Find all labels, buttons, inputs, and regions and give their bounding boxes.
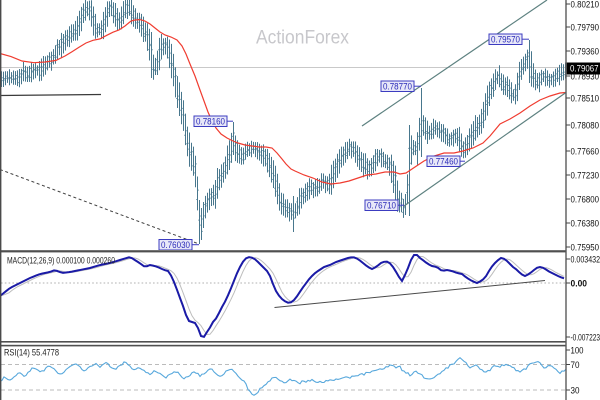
svg-text:0.78510: 0.78510 (571, 93, 600, 104)
svg-text:ActionForex: ActionForex (256, 27, 349, 49)
svg-text:0.80210: 0.80210 (571, 0, 600, 10)
svg-text:RSI(14) 55.4778: RSI(14) 55.4778 (4, 348, 59, 358)
svg-text:0.79790: 0.79790 (571, 22, 600, 33)
svg-text:0.003432: 0.003432 (571, 254, 600, 265)
svg-text:0.00: 0.00 (571, 278, 588, 289)
svg-text:0.78160: 0.78160 (196, 116, 225, 126)
svg-text:0.79570: 0.79570 (491, 34, 520, 44)
svg-text:-0.007223: -0.007223 (571, 332, 600, 343)
svg-text:0.78080: 0.78080 (571, 120, 600, 131)
svg-text:MACD(12,26,9) 0.000100 0.00026: MACD(12,26,9) 0.000100 0.000260 (7, 256, 115, 266)
svg-text:30: 30 (571, 385, 580, 396)
svg-text:100: 100 (571, 345, 584, 356)
svg-text:0.76030: 0.76030 (161, 240, 190, 250)
svg-text:0.78930: 0.78930 (571, 71, 600, 82)
svg-text:0.77460: 0.77460 (429, 156, 458, 166)
svg-text:0.79360: 0.79360 (571, 46, 600, 57)
svg-text:0.79067: 0.79067 (570, 64, 599, 75)
svg-text:0.76380: 0.76380 (571, 218, 600, 229)
svg-text:0.75950: 0.75950 (571, 242, 600, 253)
svg-text:0.77230: 0.77230 (571, 170, 600, 181)
svg-text:0.76710: 0.76710 (367, 200, 396, 210)
svg-text:0.77660: 0.77660 (571, 146, 600, 157)
svg-text:70: 70 (571, 360, 580, 371)
svg-text:0.76800: 0.76800 (571, 194, 600, 205)
svg-text:0.78770: 0.78770 (383, 81, 412, 91)
